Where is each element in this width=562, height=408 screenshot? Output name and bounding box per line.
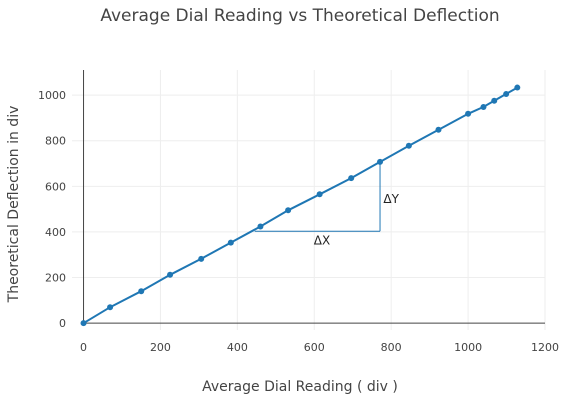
- data-point: [491, 97, 498, 104]
- x-tick-labels: 0 200 400 600 800 1000 1200: [80, 341, 559, 354]
- data-point: [257, 223, 264, 230]
- x-axis-title: Average Dial Reading ( div ): [202, 379, 398, 395]
- x-tick-label: 1200: [531, 341, 559, 354]
- data-point: [167, 271, 174, 278]
- data-point: [465, 110, 472, 117]
- data-point: [405, 142, 412, 149]
- y-tick-labels: 0 200 400 600 800 1000: [38, 89, 66, 330]
- x-tick-label: 800: [381, 341, 402, 354]
- annotation-label: ΔY: [383, 192, 399, 206]
- data-point: [503, 90, 510, 97]
- x-tick-label: 0: [80, 341, 87, 354]
- x-tick-label: 200: [150, 341, 171, 354]
- y-tick-label: 200: [45, 272, 66, 285]
- x-tick-label: 600: [304, 341, 325, 354]
- data-point: [107, 304, 114, 311]
- data-point: [138, 288, 145, 295]
- series: [80, 84, 521, 327]
- chart-title: Average Dial Reading vs Theoretical Defl…: [100, 6, 499, 26]
- axes: [83, 70, 545, 324]
- data-point: [480, 103, 487, 110]
- data-point: [348, 175, 355, 182]
- data-point: [377, 158, 384, 165]
- data-point: [227, 239, 234, 246]
- annotations: ΔX ΔY: [314, 192, 400, 248]
- data-point: [316, 191, 323, 198]
- y-tick-label: 800: [45, 135, 66, 148]
- data-point: [198, 255, 205, 262]
- y-tick-label: 400: [45, 226, 66, 239]
- data-point: [435, 126, 442, 133]
- grid: [72, 70, 546, 330]
- slope-triangle: [254, 161, 381, 232]
- y-axis-title: Theoretical Deflection in div: [6, 106, 22, 304]
- data-point: [80, 320, 87, 327]
- x-tick-label: 1000: [454, 341, 482, 354]
- data-point: [285, 207, 292, 214]
- annotation-label: ΔX: [314, 233, 330, 247]
- y-tick-label: 0: [59, 317, 66, 330]
- data-point: [514, 84, 521, 91]
- y-tick-label: 1000: [38, 89, 66, 102]
- x-tick-label: 400: [227, 341, 248, 354]
- y-tick-label: 600: [45, 180, 66, 193]
